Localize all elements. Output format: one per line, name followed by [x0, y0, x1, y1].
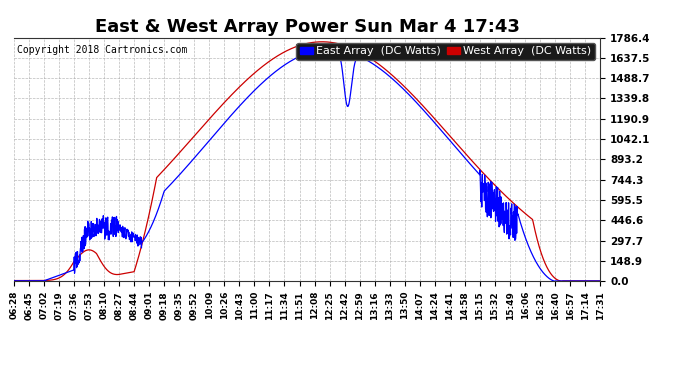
Text: Copyright 2018 Cartronics.com: Copyright 2018 Cartronics.com — [17, 45, 187, 55]
Title: East & West Array Power Sun Mar 4 17:43: East & West Array Power Sun Mar 4 17:43 — [95, 18, 520, 36]
Legend: East Array  (DC Watts), West Array  (DC Watts): East Array (DC Watts), West Array (DC Wa… — [296, 43, 595, 60]
